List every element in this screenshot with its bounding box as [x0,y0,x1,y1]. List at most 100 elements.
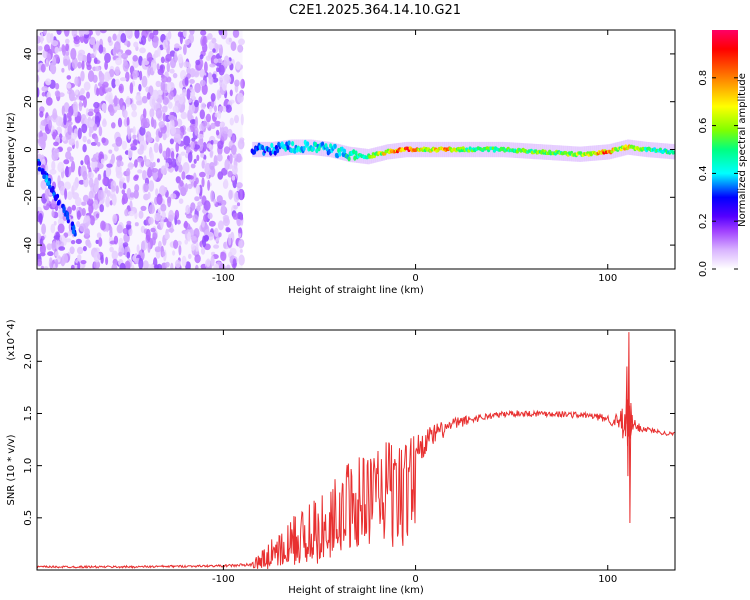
noise-blob [124,208,129,217]
noise-blob [142,108,147,119]
noise-blob [83,81,91,91]
noise-blob [72,181,78,191]
noise-blob [146,52,153,63]
noise-blob [80,260,87,265]
noise-blob [238,254,245,266]
noise-blob [177,136,182,145]
noise-blob [181,88,187,97]
noise-blob [115,57,123,66]
noise-blob [119,177,126,182]
early-track-point [70,221,75,227]
noise-blob [75,140,79,149]
noise-blob [46,243,53,251]
noise-blob [53,141,59,147]
noise-blob [131,103,137,111]
noise-blob [127,148,133,159]
noise-blob [216,44,222,49]
noise-blob [101,137,106,144]
noise-blob [55,238,60,251]
noise-blob [107,87,112,92]
noise-blob [111,122,116,129]
snr-x-tick-label: 100 [598,574,617,585]
noise-blob [206,258,211,268]
noise-blob [130,143,136,148]
spectrogram-y-tick-label: 20 [23,95,34,108]
early-track-point [71,229,75,235]
noise-blob [110,180,117,193]
noise-blob [178,198,184,204]
noise-blob [225,227,231,233]
noise-blob [179,32,183,45]
noise-blob [81,123,88,134]
noise-blob [119,77,127,82]
noise-blob [104,60,108,70]
noise-blob [164,232,170,240]
noise-blob [114,78,120,87]
noise-blob [229,117,234,126]
noise-blob [222,217,230,227]
noise-blob [233,205,238,210]
noise-blob [237,139,245,150]
noise-blob [197,133,204,139]
noise-blob [209,149,214,159]
signal-point [353,155,357,161]
noise-blob [58,208,64,220]
noise-blob [193,158,197,164]
noise-blob [118,83,124,94]
noise-blob [41,86,49,92]
noise-blob [101,81,109,88]
signal-point [261,144,265,151]
noise-blob [114,146,119,152]
noise-blob [148,180,155,192]
noise-blob [113,235,119,245]
signal-point [338,151,342,157]
noise-blob [239,215,244,221]
noise-blob [78,179,85,185]
noise-blob [151,168,159,173]
early-track-point [65,211,69,217]
noise-blob [80,70,85,82]
noise-blob [169,68,175,74]
noise-blob [162,97,169,105]
noise-blob [234,114,239,124]
noise-blob [240,78,246,89]
snr-panel: -100 0 100 0.5 1.0 1.5 2.0 Height of straight… [6,319,676,596]
noise-blob [104,187,108,194]
noise-blob [169,138,174,145]
noise-blob [209,106,213,113]
noise-blob [178,244,182,256]
noise-blob [94,167,98,174]
noise-blob [77,254,82,261]
noise-blob [45,165,49,172]
noise-blob [132,134,137,140]
noise-blob [141,75,148,88]
noise-blob [212,48,216,53]
noise-blob [96,162,104,170]
colorbar: 0.0 0.2 0.4 0.6 0.8 Normalized spectral ampl… [698,30,748,277]
noise-blob [134,174,139,180]
noise-blob [126,220,132,225]
noise-blob [231,175,236,181]
noise-blob [138,210,144,219]
noise-blob [52,131,57,140]
signal-point [342,148,347,154]
signal-point [270,142,274,148]
colorbar-tick-label: 0.2 [698,213,709,229]
noise-blob [175,176,181,184]
noise-blob [83,215,90,223]
signal-point [329,143,333,149]
noise-blob [61,136,66,142]
noise-blob [141,240,148,251]
noise-blob [86,159,91,170]
noise-blob [239,249,243,253]
noise-blob [181,255,187,267]
colorbar-tick-label: 0.6 [698,118,709,134]
noise-blob [191,137,196,142]
noise-blob [190,163,196,169]
noise-blob [65,51,70,56]
noise-blob [93,57,98,64]
noise-blob [113,41,121,53]
noise-blob [77,261,81,269]
noise-blob [44,44,50,52]
noise-blob [89,36,96,45]
